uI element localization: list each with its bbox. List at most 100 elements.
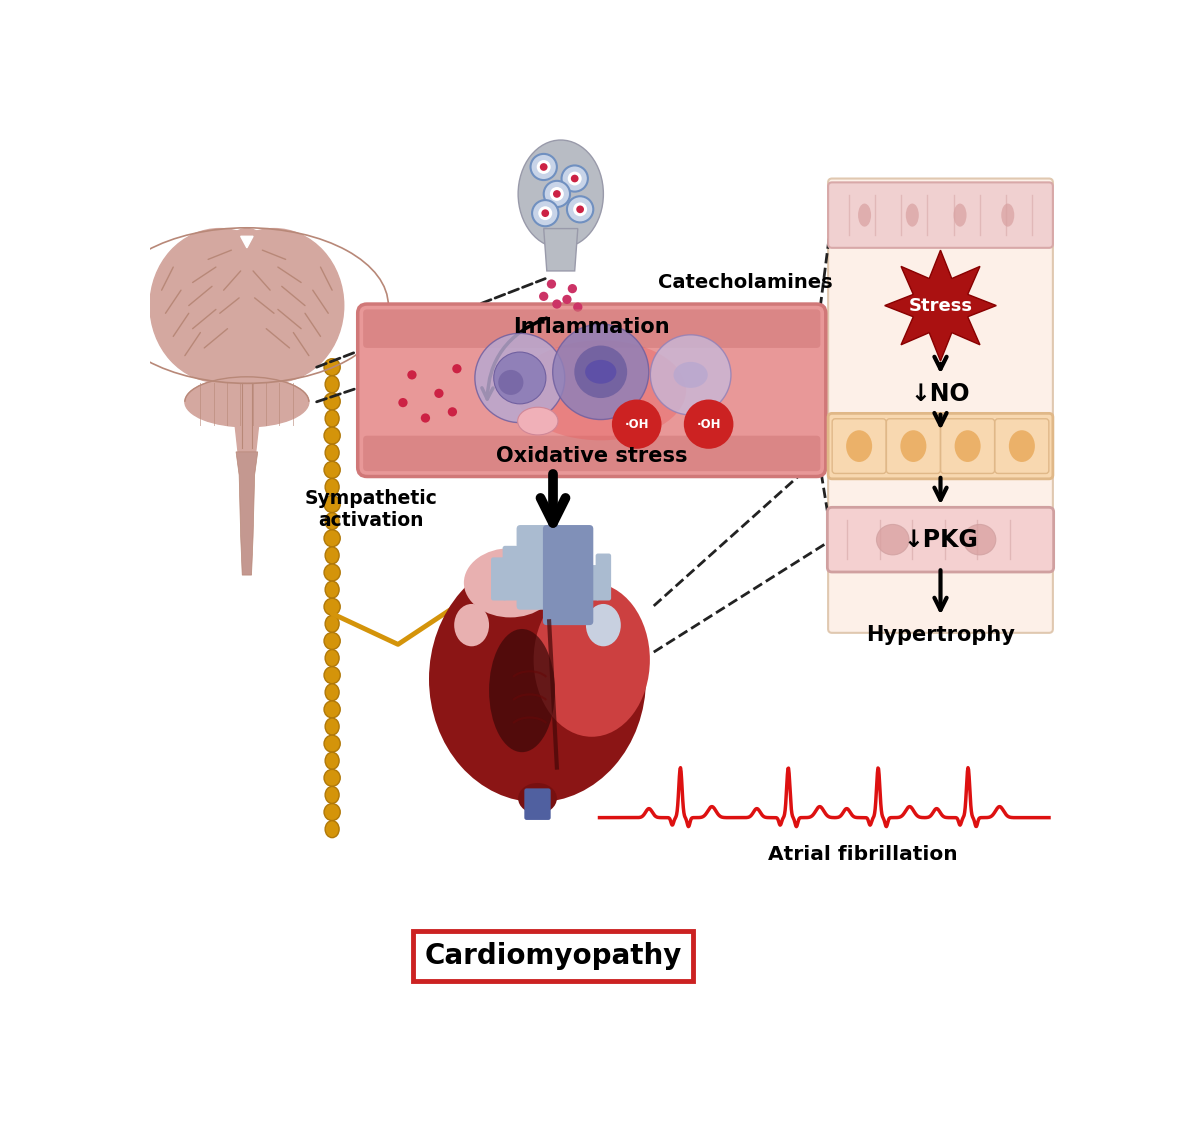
- Ellipse shape: [858, 203, 871, 227]
- Circle shape: [612, 399, 661, 449]
- FancyBboxPatch shape: [827, 507, 1054, 572]
- Ellipse shape: [325, 787, 340, 803]
- Ellipse shape: [906, 203, 919, 227]
- Ellipse shape: [464, 549, 557, 617]
- Circle shape: [532, 200, 558, 227]
- Circle shape: [530, 154, 557, 180]
- Ellipse shape: [454, 604, 490, 646]
- Ellipse shape: [324, 496, 341, 513]
- FancyBboxPatch shape: [828, 178, 1052, 633]
- Circle shape: [566, 196, 593, 222]
- Ellipse shape: [515, 340, 686, 440]
- Text: Hypertrophy: Hypertrophy: [866, 625, 1015, 645]
- Circle shape: [498, 370, 523, 395]
- Circle shape: [684, 399, 733, 449]
- Ellipse shape: [325, 650, 340, 666]
- Text: Stress: Stress: [908, 296, 972, 314]
- FancyBboxPatch shape: [887, 419, 941, 473]
- Polygon shape: [232, 375, 262, 452]
- Circle shape: [552, 300, 562, 309]
- Ellipse shape: [1009, 430, 1034, 462]
- Text: Oxidative stress: Oxidative stress: [496, 447, 688, 467]
- Circle shape: [547, 279, 556, 288]
- Text: Cardiomyopathy: Cardiomyopathy: [425, 942, 682, 971]
- Circle shape: [539, 206, 552, 220]
- Ellipse shape: [324, 598, 341, 615]
- Ellipse shape: [534, 582, 650, 737]
- Circle shape: [568, 284, 577, 293]
- Circle shape: [550, 187, 564, 201]
- FancyBboxPatch shape: [832, 419, 886, 473]
- Ellipse shape: [518, 783, 557, 813]
- FancyBboxPatch shape: [364, 435, 821, 471]
- Ellipse shape: [325, 444, 340, 461]
- Text: ·OH: ·OH: [696, 417, 721, 431]
- Ellipse shape: [324, 427, 341, 444]
- Ellipse shape: [324, 633, 341, 650]
- Ellipse shape: [955, 430, 980, 462]
- Circle shape: [650, 334, 731, 415]
- Ellipse shape: [325, 581, 340, 598]
- Ellipse shape: [324, 530, 341, 546]
- Circle shape: [562, 165, 588, 192]
- Ellipse shape: [150, 229, 289, 383]
- Ellipse shape: [325, 513, 340, 530]
- Ellipse shape: [325, 752, 340, 770]
- Circle shape: [553, 190, 560, 197]
- Ellipse shape: [325, 683, 340, 701]
- Ellipse shape: [325, 376, 340, 393]
- Ellipse shape: [325, 718, 340, 735]
- Text: ·OH: ·OH: [624, 417, 649, 431]
- Circle shape: [407, 370, 416, 379]
- Circle shape: [575, 346, 628, 398]
- Polygon shape: [236, 452, 258, 576]
- Ellipse shape: [208, 229, 286, 383]
- Circle shape: [571, 175, 578, 183]
- Ellipse shape: [324, 393, 341, 410]
- Ellipse shape: [324, 564, 341, 581]
- Ellipse shape: [324, 770, 341, 787]
- Ellipse shape: [430, 555, 646, 802]
- Text: Catecholamines: Catecholamines: [658, 273, 833, 292]
- FancyBboxPatch shape: [995, 419, 1049, 473]
- Ellipse shape: [325, 546, 340, 564]
- Circle shape: [553, 324, 649, 420]
- FancyBboxPatch shape: [516, 525, 558, 609]
- Ellipse shape: [954, 203, 966, 227]
- Ellipse shape: [324, 701, 341, 718]
- Ellipse shape: [324, 735, 341, 752]
- Ellipse shape: [846, 430, 872, 462]
- FancyBboxPatch shape: [358, 304, 826, 477]
- Circle shape: [544, 181, 570, 208]
- Ellipse shape: [324, 666, 341, 683]
- Ellipse shape: [1001, 203, 1014, 227]
- Ellipse shape: [586, 604, 620, 646]
- Circle shape: [539, 292, 548, 301]
- Polygon shape: [544, 229, 578, 270]
- Circle shape: [493, 352, 546, 404]
- Text: Sympathetic
activation: Sympathetic activation: [305, 489, 437, 530]
- FancyBboxPatch shape: [542, 525, 593, 625]
- Circle shape: [448, 407, 457, 416]
- FancyBboxPatch shape: [941, 419, 995, 473]
- Circle shape: [568, 172, 582, 185]
- Circle shape: [540, 163, 547, 171]
- Ellipse shape: [325, 615, 340, 633]
- Circle shape: [421, 413, 430, 423]
- Ellipse shape: [324, 803, 341, 820]
- Ellipse shape: [325, 820, 340, 838]
- Ellipse shape: [185, 377, 308, 426]
- Circle shape: [574, 303, 582, 312]
- Ellipse shape: [586, 360, 617, 384]
- Ellipse shape: [964, 524, 996, 555]
- Text: ↓PKG: ↓PKG: [904, 527, 978, 552]
- Text: ↓NO: ↓NO: [911, 383, 971, 406]
- Circle shape: [475, 333, 565, 423]
- FancyBboxPatch shape: [828, 183, 1052, 248]
- Circle shape: [434, 388, 444, 398]
- Circle shape: [536, 160, 551, 174]
- Text: Inflammation: Inflammation: [514, 318, 670, 337]
- FancyBboxPatch shape: [364, 310, 821, 348]
- Ellipse shape: [490, 629, 554, 752]
- Circle shape: [541, 210, 550, 217]
